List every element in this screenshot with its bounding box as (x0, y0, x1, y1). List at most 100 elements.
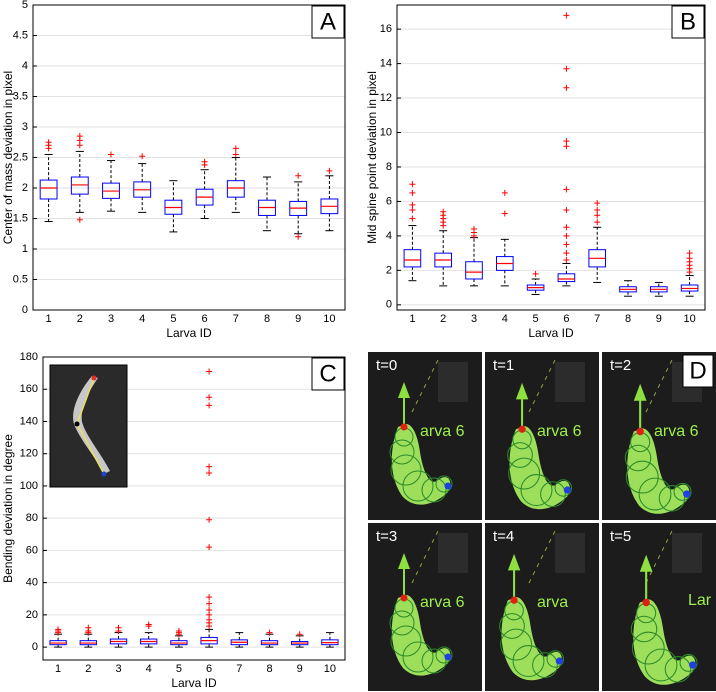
outlier (76, 216, 83, 223)
fit-circle (554, 479, 573, 497)
tail-point (683, 490, 691, 498)
box (403, 249, 422, 268)
x-tick-label: 1 (46, 313, 52, 325)
fit-circle (546, 650, 565, 668)
outlier (295, 233, 302, 240)
outlier (145, 621, 152, 628)
fit-circle (679, 653, 698, 672)
outlier (206, 544, 213, 551)
trail (411, 530, 439, 584)
box (465, 261, 483, 280)
panel-label: A (320, 8, 336, 35)
y-tick-label: 5 (22, 0, 28, 11)
panel-label-box (311, 357, 345, 391)
fit-circle (389, 610, 415, 636)
larva (630, 554, 698, 685)
panel-label-box (671, 5, 705, 39)
y-tick-label: 4.5 (13, 29, 28, 41)
y-tick-label: 60 (26, 544, 38, 556)
y-tick-label: 6 (386, 195, 392, 207)
fit-circle (540, 481, 566, 508)
outlier (563, 207, 570, 214)
y-tick-label: 1 (22, 243, 28, 255)
inset-mid (74, 421, 80, 427)
frame-time: t=1 (493, 357, 514, 374)
y-tick-label: 3.5 (13, 90, 28, 102)
axes-frame (42, 356, 346, 661)
outlier (45, 139, 52, 146)
outlier (563, 257, 570, 264)
y-tick-label: 40 (26, 577, 38, 589)
outlier (206, 368, 213, 375)
box (39, 179, 58, 200)
fit-circle (532, 652, 558, 679)
outlier (440, 208, 447, 215)
trail (528, 359, 556, 413)
larva (499, 553, 565, 681)
fit-circle (638, 477, 672, 511)
x-tick-label: 10 (323, 313, 335, 325)
larva (389, 382, 453, 505)
arrow-head (633, 383, 647, 401)
arrow-head (398, 553, 410, 569)
y-tick-label: 10 (380, 126, 392, 138)
larva-label: arva 6 (537, 423, 582, 440)
y-tick-label: 4 (22, 60, 28, 72)
x-tick-label: 8 (266, 663, 272, 675)
frame-time: t=5 (610, 528, 631, 545)
y-axis-label: Mid spine point deviation in pixel (365, 71, 379, 244)
tail-point (563, 486, 572, 494)
fit-circle (390, 625, 422, 657)
fit-circle (673, 482, 692, 501)
y-tick-label: 120 (20, 448, 38, 460)
fit-circle (390, 454, 422, 486)
outlier (594, 219, 601, 226)
outlier (594, 207, 601, 214)
image-tile: t=5 Lar (602, 523, 716, 691)
trail (528, 530, 556, 584)
y-tick-label: 0.5 (13, 273, 28, 285)
tile-noise (555, 362, 585, 402)
outlier (409, 207, 416, 214)
x-tick-label: 7 (233, 313, 239, 325)
outlier (471, 226, 477, 233)
outlier (115, 624, 122, 631)
outlier (206, 600, 213, 607)
outlier (532, 270, 539, 277)
larva-label: Lar (688, 592, 712, 609)
y-axis-label: Bending deviation in degree (1, 434, 15, 583)
larva (507, 382, 573, 510)
x-tick-label: 7 (236, 663, 242, 675)
trail (645, 359, 673, 413)
fit-circle (499, 613, 525, 639)
tile-noise (555, 533, 585, 573)
x-axis-label: Larva ID (528, 326, 574, 340)
outlier (409, 189, 416, 196)
tile-noise (438, 533, 468, 573)
x-tick-label: 3 (471, 313, 477, 325)
outlier (232, 145, 239, 152)
arrow-head (398, 382, 410, 398)
outlier (563, 232, 570, 239)
image-tile: t=1 arva 6 (485, 352, 599, 520)
outlier (266, 629, 273, 636)
x-tick-label: 1 (55, 663, 61, 675)
outlier (563, 143, 570, 150)
arrow-head (515, 382, 529, 400)
trail (645, 530, 673, 584)
panel-label-box (682, 354, 714, 388)
outlier (206, 394, 213, 401)
outlier (594, 200, 601, 207)
outlier (296, 631, 303, 638)
outlier (108, 151, 114, 158)
outlier (686, 250, 693, 257)
fit-circle (631, 631, 665, 665)
x-tick-label: 4 (146, 663, 152, 675)
x-axis-label: Larva ID (171, 676, 217, 690)
x-tick-label: 3 (115, 663, 121, 675)
y-tick-label: 3 (22, 121, 28, 133)
larva (389, 553, 453, 676)
fit-circle (500, 628, 533, 661)
y-tick-label: 80 (26, 512, 38, 524)
